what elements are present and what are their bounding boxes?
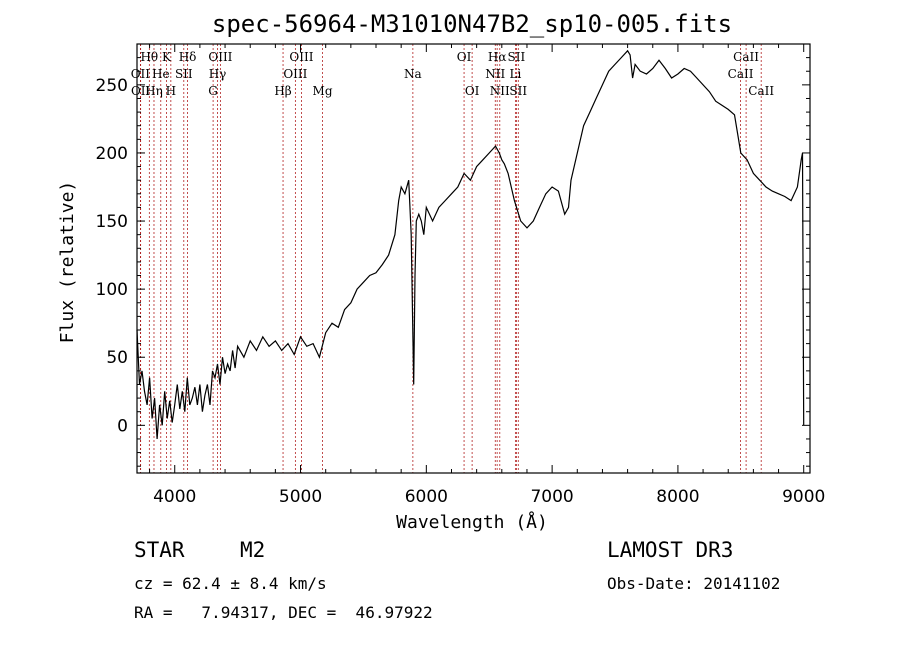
spectral-line-label: CaII (733, 50, 759, 64)
object-class: STAR (134, 538, 185, 562)
spectral-line-label: Na (404, 67, 422, 81)
x-tick-label: 8000 (656, 487, 699, 507)
spectral-line-label: Hγ (209, 67, 227, 81)
spectral-line-label: Hβ (274, 84, 291, 98)
spectral-line-label: SII (509, 84, 527, 98)
plot-frame (136, 43, 811, 474)
ra-dec: RA = 7.94317, DEC = 46.97922 (134, 603, 433, 622)
y-tick-label: 100 (96, 280, 128, 300)
spectral-line-label: SII (175, 67, 193, 81)
x-tick-label: 5000 (279, 487, 322, 507)
spectral-line-label: NII (485, 67, 505, 81)
spectral-line-labels: Hθ OII OII K He Hη Hδ SII H OIII Hγ G OIII OIII Hβ Mg Na… (131, 50, 775, 98)
redshift-cz: cz = 62.4 ± 8.4 km/s (134, 574, 327, 593)
spectral-line-label: SII (508, 50, 526, 64)
spectral-line-label: OII (131, 67, 151, 81)
spectral-line-label: CaII (748, 84, 774, 98)
y-tick-label: 150 (96, 212, 128, 232)
spectral-line-label: OIII (289, 50, 313, 64)
x-tick-label: 4000 (153, 487, 196, 507)
spectral-line-label: CaII (728, 67, 754, 81)
y-axis-label: Flux (relative) (57, 181, 78, 344)
spectral-line-label: H (166, 84, 176, 98)
spectral-line-label: Hα (488, 50, 507, 64)
x-tick-label: 6000 (405, 487, 448, 507)
spectral-line-label: K (162, 50, 172, 64)
x-axis-label: Wavelength (Å) (396, 511, 548, 533)
x-tick-label: 9000 (782, 487, 825, 507)
spectral-line-label: Li (509, 67, 521, 81)
y-tick-label: 200 (96, 144, 128, 164)
spectral-line-label: OII (131, 84, 151, 98)
spectral-line-label: OIII (208, 50, 232, 64)
spectral-line-label: OI (465, 84, 480, 98)
y-tick-label: 50 (106, 348, 128, 368)
y-tick-label: 250 (96, 76, 128, 96)
spectral-line-label: OIII (283, 67, 307, 81)
spectral-line-label: NII (490, 84, 510, 98)
survey-name: LAMOST DR3 (607, 538, 734, 562)
spectral-line-label: Hθ (140, 50, 158, 64)
spectral-line-label: Mg (313, 84, 333, 98)
spectrum-series-line (136, 49, 805, 440)
y-tick-label: 0 (117, 416, 128, 436)
object-subclass: M2 (240, 538, 266, 562)
spectral-line-label: Hη (145, 84, 163, 98)
chart-title: spec-56964-M31010N47B2_sp10-005.fits (212, 10, 732, 38)
spectral-line-label: He (152, 67, 170, 81)
y-axis-ticks: 0 50 100 150 200 250 (96, 57, 810, 467)
x-axis-ticks: 4000 5000 6000 7000 8000 9000 (149, 44, 825, 507)
obs-date: Obs-Date: 20141102 (607, 574, 781, 593)
spectral-line-label: G (208, 84, 218, 98)
spectral-line-label: Hδ (179, 50, 197, 64)
x-tick-label: 7000 (530, 487, 573, 507)
spectral-line-markers (139, 44, 762, 473)
spectral-line-label: OI (457, 50, 472, 64)
